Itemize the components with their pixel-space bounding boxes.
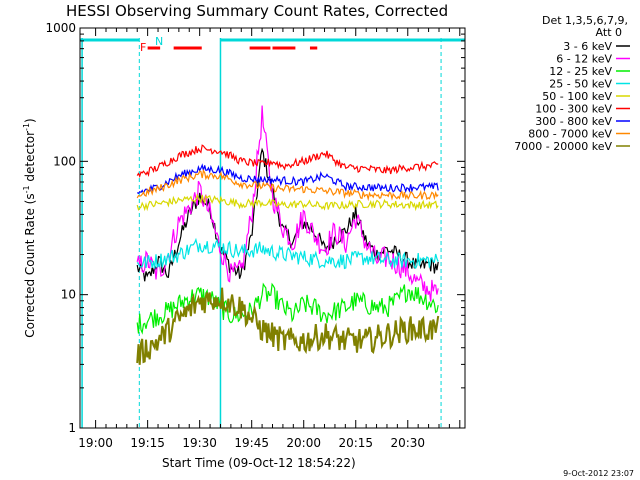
series-layer	[136, 105, 440, 365]
series-line-8	[136, 287, 440, 365]
y-axis-label: Corrected Count Rate (s-1 detector-1)	[22, 118, 37, 337]
series-line-2	[136, 282, 439, 335]
legend-label: 7000 - 20000 keV	[514, 140, 612, 153]
x-tick-label: 20:00	[286, 436, 321, 450]
y-ticks: 1 10 100 1000	[45, 21, 465, 435]
x-ticks: 19:00 19:15 19:30 19:45 20:00 20:15 20:30	[78, 28, 461, 450]
chart-title: HESSI Observing Summary Count Rates, Cor…	[66, 2, 448, 20]
night-markers	[80, 38, 465, 428]
y-tick-label: 100	[53, 154, 76, 168]
legend-label: 6 - 12 keV	[556, 53, 612, 66]
series-line-6	[136, 163, 439, 195]
attenuator-header: Att 0	[596, 26, 622, 39]
plot-frame	[79, 27, 466, 429]
x-tick-label: 20:30	[390, 436, 425, 450]
legend-label: 12 - 25 keV	[549, 65, 612, 78]
legend-label: 25 - 50 keV	[549, 78, 612, 91]
flag-label: F	[140, 41, 146, 54]
y-tick-label: 1	[68, 421, 76, 435]
series-line-5	[136, 144, 439, 179]
series-line-4	[136, 193, 439, 212]
legend-label: 100 - 300 keV	[535, 103, 612, 116]
legend-label: 50 - 100 keV	[542, 90, 612, 103]
x-tick-label: 20:15	[338, 436, 373, 450]
legend-label: 300 - 800 keV	[535, 115, 612, 128]
detector-header: Det 1,3,5,6,7,9,	[542, 14, 628, 27]
y-tick-label: 10	[61, 288, 76, 302]
legend-label: 800 - 7000 keV	[528, 128, 612, 141]
series-line-3	[136, 237, 439, 270]
timestamp: 9-Oct-2012 23:07	[563, 469, 634, 478]
x-tick-label: 19:45	[234, 436, 269, 450]
series-line-1	[136, 105, 439, 302]
x-tick-label: 19:00	[78, 436, 113, 450]
y-tick-label: 1000	[45, 21, 76, 35]
x-tick-label: 19:15	[130, 436, 165, 450]
legend-label: 3 - 6 keV	[563, 40, 612, 53]
x-axis-label: Start Time (09-Oct-12 18:54:22)	[162, 456, 356, 470]
x-tick-label: 19:30	[182, 436, 217, 450]
series-line-7	[136, 168, 439, 202]
night-label: N	[155, 35, 163, 48]
